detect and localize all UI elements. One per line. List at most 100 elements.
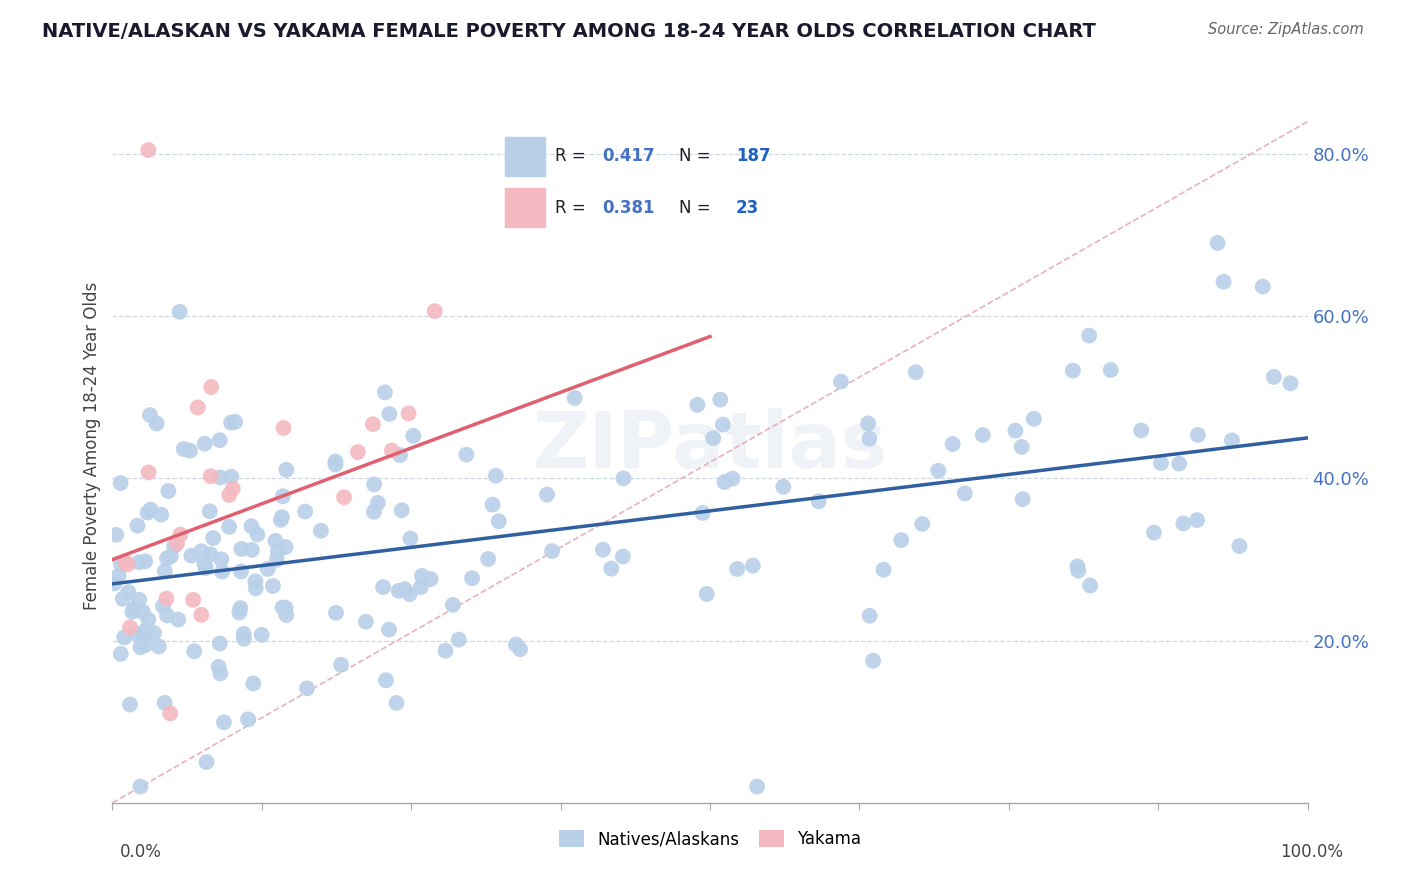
Point: [1067, 564, 1090, 578]
Point: [409, 580, 432, 594]
Point: [434, 643, 457, 657]
Point: [200, 380, 222, 394]
Point: [441, 598, 464, 612]
Point: [256, 562, 278, 576]
Point: [267, 544, 290, 558]
Point: [564, 391, 586, 405]
Point: [271, 489, 294, 503]
Text: NATIVE/ALASKAN VS YAKAMA FEMALE POVERTY AMONG 18-24 YEAR OLDS CORRELATION CHART: NATIVE/ALASKAN VS YAKAMA FEMALE POVERTY …: [42, 22, 1097, 41]
Text: 100.0%: 100.0%: [1279, 843, 1343, 861]
Point: [127, 518, 149, 533]
Point: [363, 505, 385, 519]
Point: [942, 437, 965, 451]
Point: [156, 608, 179, 623]
Point: [388, 583, 411, 598]
Point: [139, 408, 162, 422]
Point: [1251, 279, 1274, 293]
Point: [456, 448, 478, 462]
Point: [232, 627, 254, 641]
Point: [117, 585, 139, 599]
Point: [153, 696, 176, 710]
Point: [1279, 376, 1302, 391]
Point: [139, 502, 162, 516]
Point: [209, 666, 232, 681]
Point: [600, 561, 623, 575]
Point: [347, 445, 370, 459]
Point: [713, 475, 735, 489]
Point: [972, 428, 994, 442]
Point: [110, 647, 132, 661]
Point: [246, 527, 269, 541]
Point: [273, 421, 295, 435]
Point: [481, 498, 503, 512]
Point: [195, 755, 218, 769]
Point: [1066, 559, 1088, 574]
Point: [859, 608, 882, 623]
Legend: Natives/Alaskans, Yakama: Natives/Alaskans, Yakama: [553, 823, 868, 855]
Point: [953, 486, 976, 500]
Point: [200, 547, 222, 561]
Point: [110, 557, 132, 571]
Point: [138, 143, 160, 157]
Point: [169, 305, 191, 319]
Point: [231, 541, 253, 556]
Point: [208, 636, 231, 650]
Point: [167, 613, 190, 627]
Point: [138, 466, 160, 480]
Point: [107, 569, 129, 583]
Point: [250, 628, 273, 642]
Point: [858, 432, 880, 446]
Point: [183, 644, 205, 658]
Point: [242, 676, 264, 690]
Point: [391, 503, 413, 517]
Text: 0.0%: 0.0%: [120, 843, 162, 861]
Point: [211, 565, 233, 579]
Point: [1220, 434, 1243, 448]
Point: [1150, 456, 1173, 470]
Point: [904, 365, 927, 379]
Point: [134, 624, 156, 638]
Point: [209, 470, 232, 484]
Point: [709, 392, 731, 407]
Point: [325, 606, 347, 620]
Point: [181, 592, 204, 607]
Point: [136, 506, 159, 520]
Point: [772, 480, 794, 494]
Point: [233, 632, 256, 646]
Point: [236, 712, 259, 726]
Point: [394, 582, 416, 597]
Point: [325, 454, 347, 468]
Point: [194, 436, 217, 450]
Point: [245, 582, 267, 596]
Point: [309, 524, 332, 538]
Point: [114, 555, 136, 569]
Point: [157, 483, 180, 498]
Point: [194, 561, 217, 575]
Point: [224, 415, 246, 429]
Point: [872, 563, 894, 577]
Point: [159, 549, 181, 564]
Text: ZIPatlas: ZIPatlas: [533, 408, 887, 484]
Point: [927, 464, 949, 478]
Point: [118, 698, 141, 712]
Point: [686, 398, 709, 412]
Point: [330, 657, 353, 672]
Point: [136, 613, 159, 627]
Text: Source: ZipAtlas.com: Source: ZipAtlas.com: [1208, 22, 1364, 37]
Point: [389, 448, 412, 462]
Point: [361, 417, 384, 432]
Point: [325, 458, 347, 472]
Point: [862, 654, 884, 668]
Point: [156, 551, 179, 566]
Point: [150, 508, 173, 522]
Point: [461, 571, 484, 585]
Point: [229, 565, 252, 579]
Point: [1011, 492, 1033, 507]
Point: [159, 706, 181, 721]
Point: [373, 580, 395, 594]
Point: [271, 600, 294, 615]
Point: [1185, 513, 1208, 527]
Point: [103, 576, 125, 591]
Point: [117, 558, 139, 572]
Point: [180, 549, 202, 563]
